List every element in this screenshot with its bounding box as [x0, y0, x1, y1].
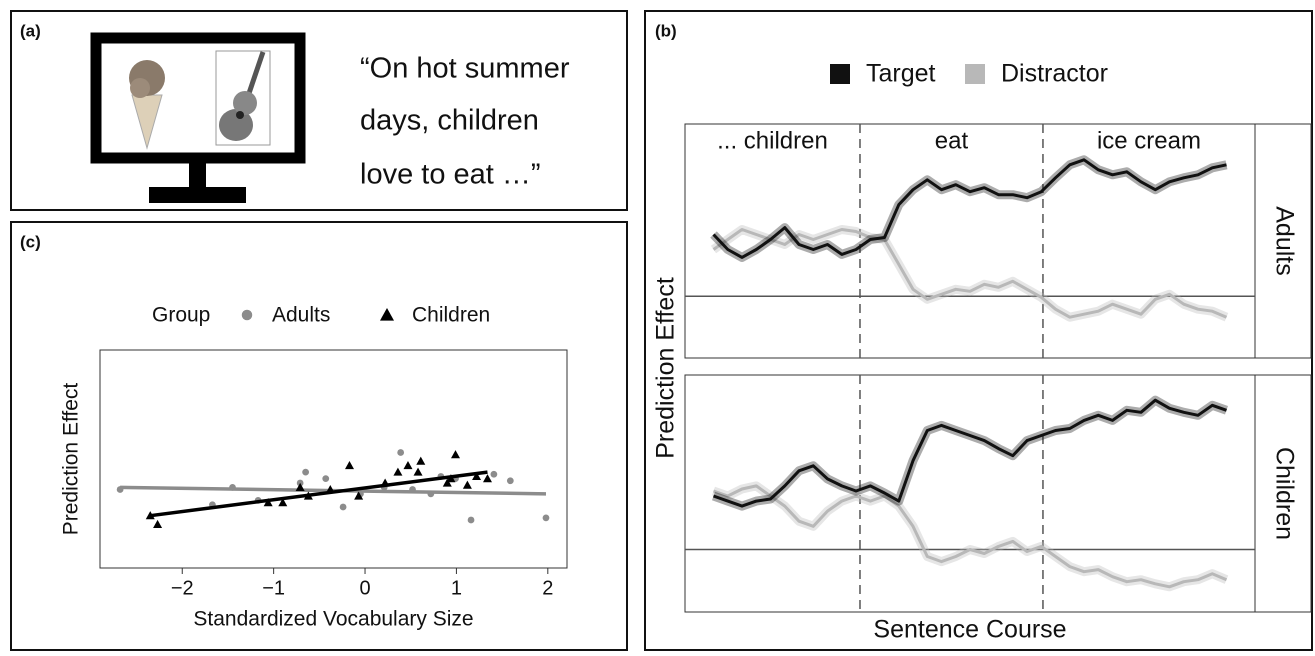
point — [302, 469, 309, 476]
region-label: ice cream — [1097, 127, 1201, 154]
stimulus-sentence: “On hot summer — [360, 53, 570, 85]
legend-label: Children — [412, 304, 490, 327]
legend-marker — [380, 308, 394, 321]
point — [397, 449, 404, 456]
y-axis-title: Prediction Effect — [60, 383, 83, 536]
point — [491, 471, 498, 478]
panel-label: (b) — [655, 21, 677, 40]
legend-marker — [242, 310, 253, 321]
stimulus-sentence: love to eat …” — [360, 159, 541, 191]
panel-label: (c) — [20, 232, 41, 251]
legend-label: Adults — [272, 304, 330, 327]
point — [340, 504, 347, 511]
plot-area — [100, 350, 567, 568]
x-tick-label: 0 — [359, 577, 370, 599]
figure: (a) “On hot summer days, children love t… — [0, 0, 1315, 656]
point — [543, 514, 550, 521]
stimulus-sentence: days, children — [360, 105, 539, 137]
region-label: ... children — [717, 127, 828, 154]
point — [468, 517, 475, 524]
x-tick-label: −1 — [262, 577, 285, 599]
region-label: eat — [935, 127, 969, 154]
x-tick-label: 1 — [451, 577, 462, 599]
y-axis-title: Prediction Effect — [652, 277, 680, 459]
point — [322, 475, 329, 482]
monitor-illustration — [96, 38, 300, 203]
facet-label: Children — [1270, 447, 1298, 540]
legend-swatch — [830, 64, 850, 84]
legend-title: Group — [152, 304, 210, 327]
facet-label: Adults — [1270, 206, 1298, 275]
legend-label: Target — [866, 60, 936, 88]
x-tick-label: −2 — [171, 577, 194, 599]
point — [507, 477, 514, 484]
legend-label: Distractor — [1001, 60, 1108, 88]
panel-label: (a) — [20, 21, 41, 40]
legend-swatch — [965, 64, 985, 84]
x-axis-title: Standardized Vocabulary Size — [193, 608, 473, 631]
x-axis-title: Sentence Course — [873, 616, 1066, 644]
x-tick-label: 2 — [542, 577, 553, 599]
